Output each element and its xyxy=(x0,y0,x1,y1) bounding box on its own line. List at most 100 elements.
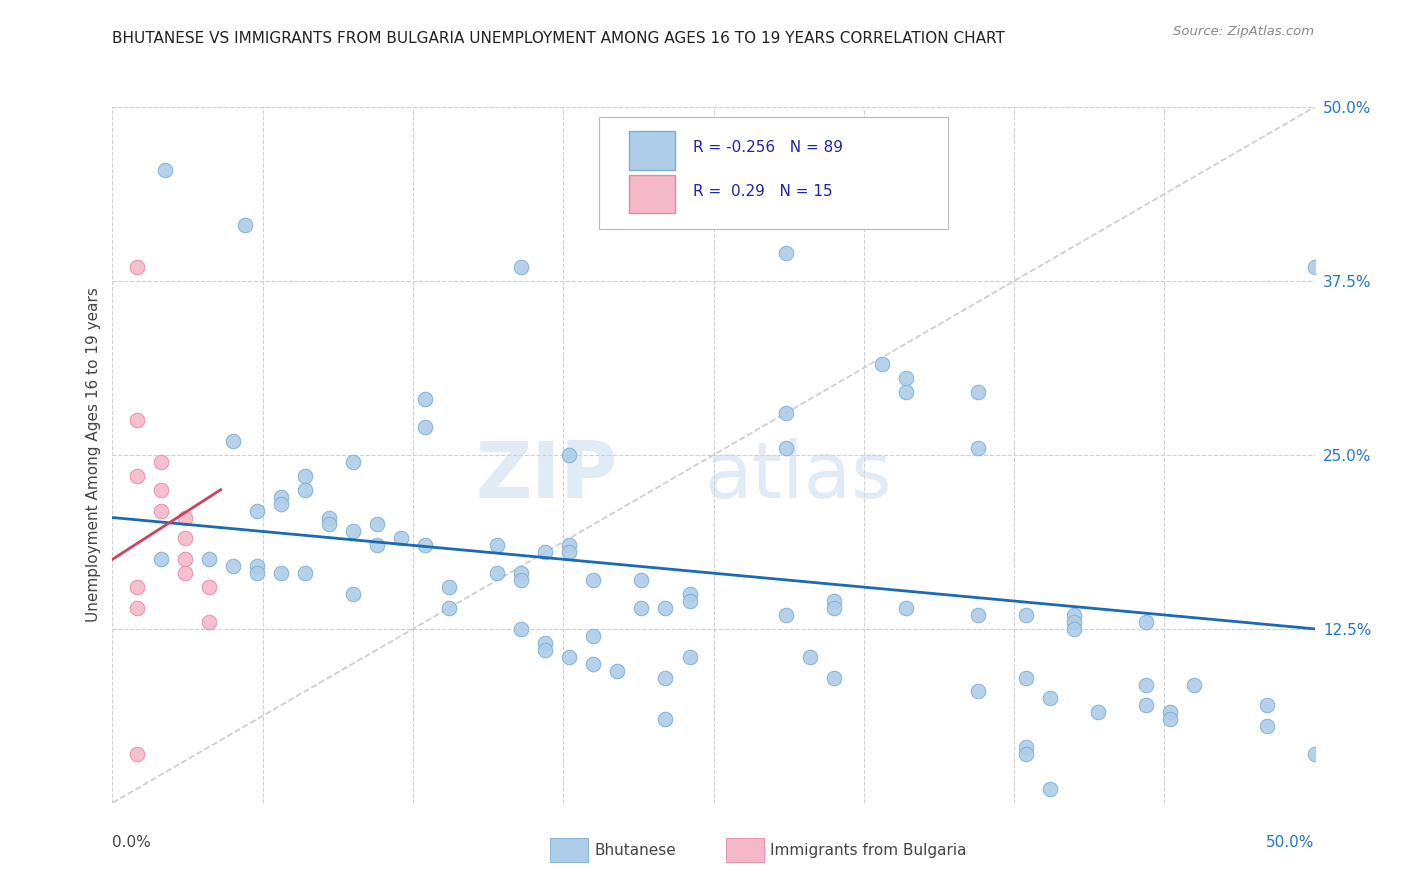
Point xyxy=(125,747,148,761)
Point xyxy=(630,601,652,615)
Point xyxy=(558,538,581,552)
Point xyxy=(510,566,533,581)
Point xyxy=(125,580,148,594)
Point xyxy=(270,490,292,504)
Point xyxy=(1063,615,1085,629)
Point xyxy=(1039,781,1062,796)
Point xyxy=(197,615,219,629)
Point xyxy=(197,552,219,566)
Point xyxy=(486,566,509,581)
Point xyxy=(270,566,292,581)
Point xyxy=(233,219,256,233)
Point xyxy=(1063,607,1085,622)
Point xyxy=(510,622,533,636)
Point xyxy=(775,246,797,260)
Point xyxy=(1039,691,1062,706)
Point xyxy=(1015,740,1038,755)
Text: 50.0%: 50.0% xyxy=(1267,836,1315,850)
Point xyxy=(510,260,533,274)
Point xyxy=(894,601,917,615)
Bar xyxy=(630,175,675,213)
Point xyxy=(125,601,148,615)
Point xyxy=(775,441,797,455)
Point xyxy=(366,538,388,552)
Point xyxy=(1135,615,1157,629)
Point xyxy=(678,587,700,601)
Text: Immigrants from Bulgaria: Immigrants from Bulgaria xyxy=(770,843,966,857)
Point xyxy=(967,684,990,698)
Point xyxy=(246,559,269,574)
Point xyxy=(318,517,340,532)
Point xyxy=(1087,706,1109,720)
Y-axis label: Unemployment Among Ages 16 to 19 years: Unemployment Among Ages 16 to 19 years xyxy=(86,287,101,623)
Point xyxy=(413,538,436,552)
Point xyxy=(155,162,177,177)
Point xyxy=(678,649,700,664)
Point xyxy=(1135,677,1157,691)
Point xyxy=(246,503,269,517)
Point xyxy=(1303,747,1326,761)
Point xyxy=(1015,671,1038,685)
Point xyxy=(413,420,436,434)
Point xyxy=(654,601,676,615)
Point xyxy=(823,601,845,615)
Point xyxy=(967,385,990,400)
Point xyxy=(510,573,533,587)
Point xyxy=(222,559,245,574)
Point xyxy=(606,664,628,678)
Point xyxy=(775,607,797,622)
Text: Bhutanese: Bhutanese xyxy=(593,843,676,857)
Text: Source: ZipAtlas.com: Source: ZipAtlas.com xyxy=(1174,25,1315,38)
Point xyxy=(870,358,893,372)
Point xyxy=(799,649,821,664)
Point xyxy=(437,601,460,615)
Point xyxy=(173,510,195,524)
Point xyxy=(437,580,460,594)
Point xyxy=(1184,677,1206,691)
Point xyxy=(534,642,557,657)
Point xyxy=(1256,719,1278,733)
Point xyxy=(678,594,700,608)
Point xyxy=(558,649,581,664)
Point xyxy=(582,657,605,671)
Point xyxy=(173,532,195,546)
Point xyxy=(558,448,581,462)
Text: 0.0%: 0.0% xyxy=(112,836,152,850)
Point xyxy=(775,406,797,420)
Point xyxy=(270,497,292,511)
Point xyxy=(342,524,364,539)
Text: atlas: atlas xyxy=(704,438,891,514)
Text: ZIP: ZIP xyxy=(475,438,617,514)
Point xyxy=(197,580,219,594)
Point xyxy=(366,517,388,532)
Point xyxy=(1015,747,1038,761)
Point xyxy=(173,552,195,566)
Point xyxy=(318,510,340,524)
Point xyxy=(1015,607,1038,622)
Point xyxy=(149,552,172,566)
Point xyxy=(582,629,605,643)
Point xyxy=(413,392,436,407)
Point xyxy=(534,545,557,559)
Point xyxy=(894,385,917,400)
Point xyxy=(1135,698,1157,713)
Point xyxy=(149,483,172,497)
Point xyxy=(654,671,676,685)
Point xyxy=(1256,698,1278,713)
Point xyxy=(967,441,990,455)
Point xyxy=(246,566,269,581)
Point xyxy=(582,573,605,587)
Point xyxy=(1159,706,1181,720)
Point xyxy=(173,566,195,581)
Point xyxy=(630,573,652,587)
Text: R =  0.29   N = 15: R = 0.29 N = 15 xyxy=(693,185,832,200)
Point xyxy=(294,468,316,483)
Point xyxy=(1303,260,1326,274)
Point xyxy=(1159,712,1181,726)
Point xyxy=(222,434,245,448)
Point xyxy=(125,468,148,483)
Point xyxy=(967,607,990,622)
Point xyxy=(894,371,917,385)
Point xyxy=(534,636,557,650)
FancyBboxPatch shape xyxy=(599,118,948,229)
